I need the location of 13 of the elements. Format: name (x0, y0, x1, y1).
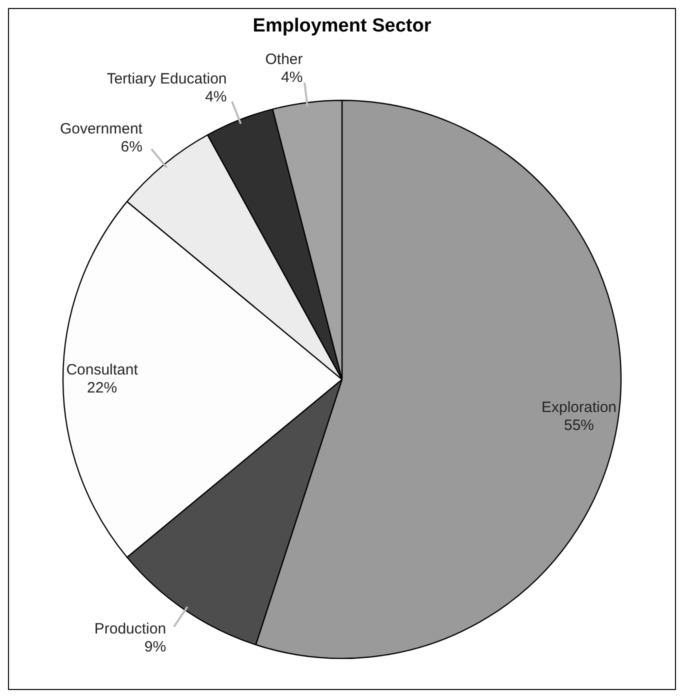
data-label: 55% (564, 417, 594, 434)
chart-title: Employment Sector (252, 16, 432, 37)
slice-label: Production (94, 620, 166, 638)
data-label: 6% (120, 138, 142, 156)
data-label: 9% (144, 638, 166, 656)
data-label: 22% (87, 380, 118, 397)
data-label: 4% (281, 69, 303, 86)
data-label: 4% (205, 88, 227, 106)
slice-label: Tertiary Education (106, 70, 227, 88)
slice-label: Exploration (541, 399, 617, 416)
slice-label: Other (265, 51, 303, 68)
slice-label: Government (60, 120, 144, 138)
slice-label: Consultant (66, 362, 139, 379)
